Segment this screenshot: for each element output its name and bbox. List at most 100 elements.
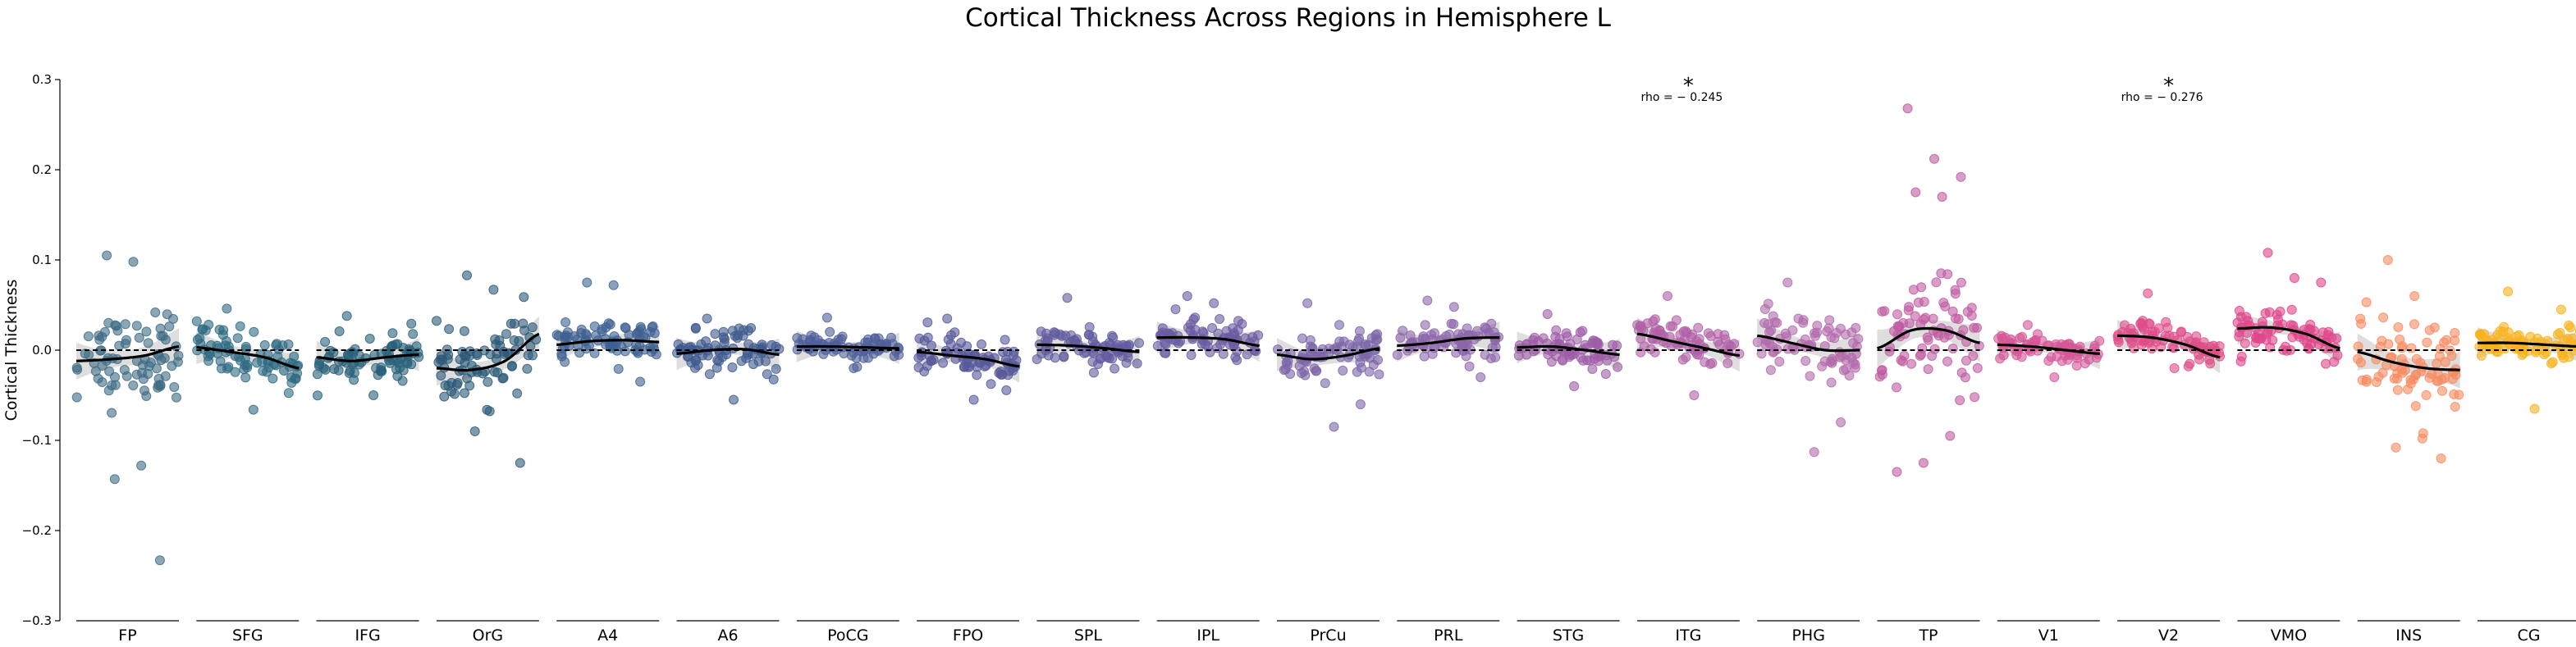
data-point <box>2329 357 2340 367</box>
category-label: CG <box>2518 626 2541 645</box>
data-point <box>1919 297 1929 307</box>
category-label: INS <box>2395 626 2422 645</box>
data-point <box>1392 349 1402 360</box>
data-point <box>1940 301 1951 312</box>
data-point <box>620 323 631 334</box>
data-point <box>1079 348 1090 358</box>
data-point <box>252 358 263 368</box>
data-point <box>2317 327 2328 338</box>
data-point <box>1420 320 1430 330</box>
data-point <box>1997 330 2007 341</box>
data-point <box>1486 318 1497 329</box>
data-point <box>2304 344 2314 354</box>
data-point <box>959 362 970 372</box>
data-point <box>1923 335 1933 345</box>
data-point <box>155 380 166 391</box>
data-point <box>258 366 268 376</box>
data-point <box>2169 363 2180 373</box>
data-point <box>290 374 300 384</box>
data-point <box>501 329 511 339</box>
data-point <box>1160 348 1171 358</box>
data-point <box>1956 171 1966 182</box>
y-tick-label: −0.2 <box>22 523 52 538</box>
data-point <box>1575 327 1585 338</box>
data-point <box>1457 341 1467 352</box>
data-point <box>2308 326 2319 336</box>
y-tick-label: 0.1 <box>32 253 52 267</box>
data-point <box>128 380 139 390</box>
data-point <box>120 319 130 330</box>
data-point <box>1903 305 1914 316</box>
data-point <box>741 353 752 363</box>
data-point <box>134 332 144 343</box>
chart-title: Cortical Thickness Across Regions in Hem… <box>965 3 1611 33</box>
data-point <box>121 371 132 381</box>
data-point <box>1937 192 1947 202</box>
data-point <box>648 344 659 354</box>
data-point <box>721 349 732 360</box>
data-point <box>2437 385 2447 396</box>
data-point <box>1320 378 1330 389</box>
data-point <box>576 324 587 335</box>
category-label: PRL <box>1434 626 1463 645</box>
data-point <box>1768 346 1779 357</box>
data-point <box>870 334 881 344</box>
data-point <box>2357 375 2368 385</box>
data-point <box>1230 352 1241 362</box>
data-point <box>1958 325 1969 335</box>
data-point <box>1884 346 1895 357</box>
data-point <box>1398 326 1408 336</box>
data-point <box>150 308 161 317</box>
data-point <box>927 340 936 351</box>
data-point <box>2492 330 2503 340</box>
category-label: SPL <box>1074 626 1103 645</box>
data-point <box>240 341 251 352</box>
trend-line <box>1877 326 1980 350</box>
data-point <box>1892 382 1901 393</box>
data-point <box>143 369 153 379</box>
trend-line <box>1756 334 1860 353</box>
data-point <box>1533 336 1544 347</box>
category-label: STG <box>1553 626 1584 645</box>
data-point <box>1419 351 1430 362</box>
data-point <box>1877 306 1887 317</box>
data-point <box>851 353 862 363</box>
data-point <box>1569 381 1580 391</box>
data-point <box>2176 327 2186 338</box>
data-point <box>460 388 469 399</box>
trend-line <box>316 353 419 362</box>
data-point <box>1600 369 1611 379</box>
data-point <box>560 357 570 367</box>
data-point <box>2409 291 2420 301</box>
data-point <box>1970 392 1980 403</box>
data-point <box>977 339 986 349</box>
data-point <box>408 329 419 339</box>
data-point <box>732 333 743 344</box>
data-point <box>1931 277 1942 288</box>
data-point <box>1446 318 1457 329</box>
data-point <box>313 358 324 369</box>
data-point <box>240 372 251 383</box>
data-point <box>1838 365 1849 376</box>
y-axis-label: Cortical Thickness <box>2 280 21 421</box>
data-point <box>2037 335 2048 346</box>
data-point <box>2235 312 2246 322</box>
data-point <box>760 356 771 367</box>
data-point <box>1836 417 1846 427</box>
data-point <box>1251 346 1261 357</box>
trend-line <box>556 339 660 346</box>
data-point <box>1942 356 1952 367</box>
trend-line <box>2117 334 2221 359</box>
data-point <box>2476 350 2487 361</box>
data-point <box>1521 349 1532 360</box>
data-point <box>798 339 808 350</box>
data-point <box>2147 344 2157 354</box>
data-point <box>344 368 355 378</box>
category-label: TP <box>1918 626 1938 645</box>
data-point <box>2500 344 2510 354</box>
data-point <box>1768 311 1778 321</box>
data-point <box>2449 389 2459 399</box>
data-point <box>527 322 538 333</box>
data-point <box>2382 255 2393 265</box>
data-point <box>2391 442 2401 453</box>
